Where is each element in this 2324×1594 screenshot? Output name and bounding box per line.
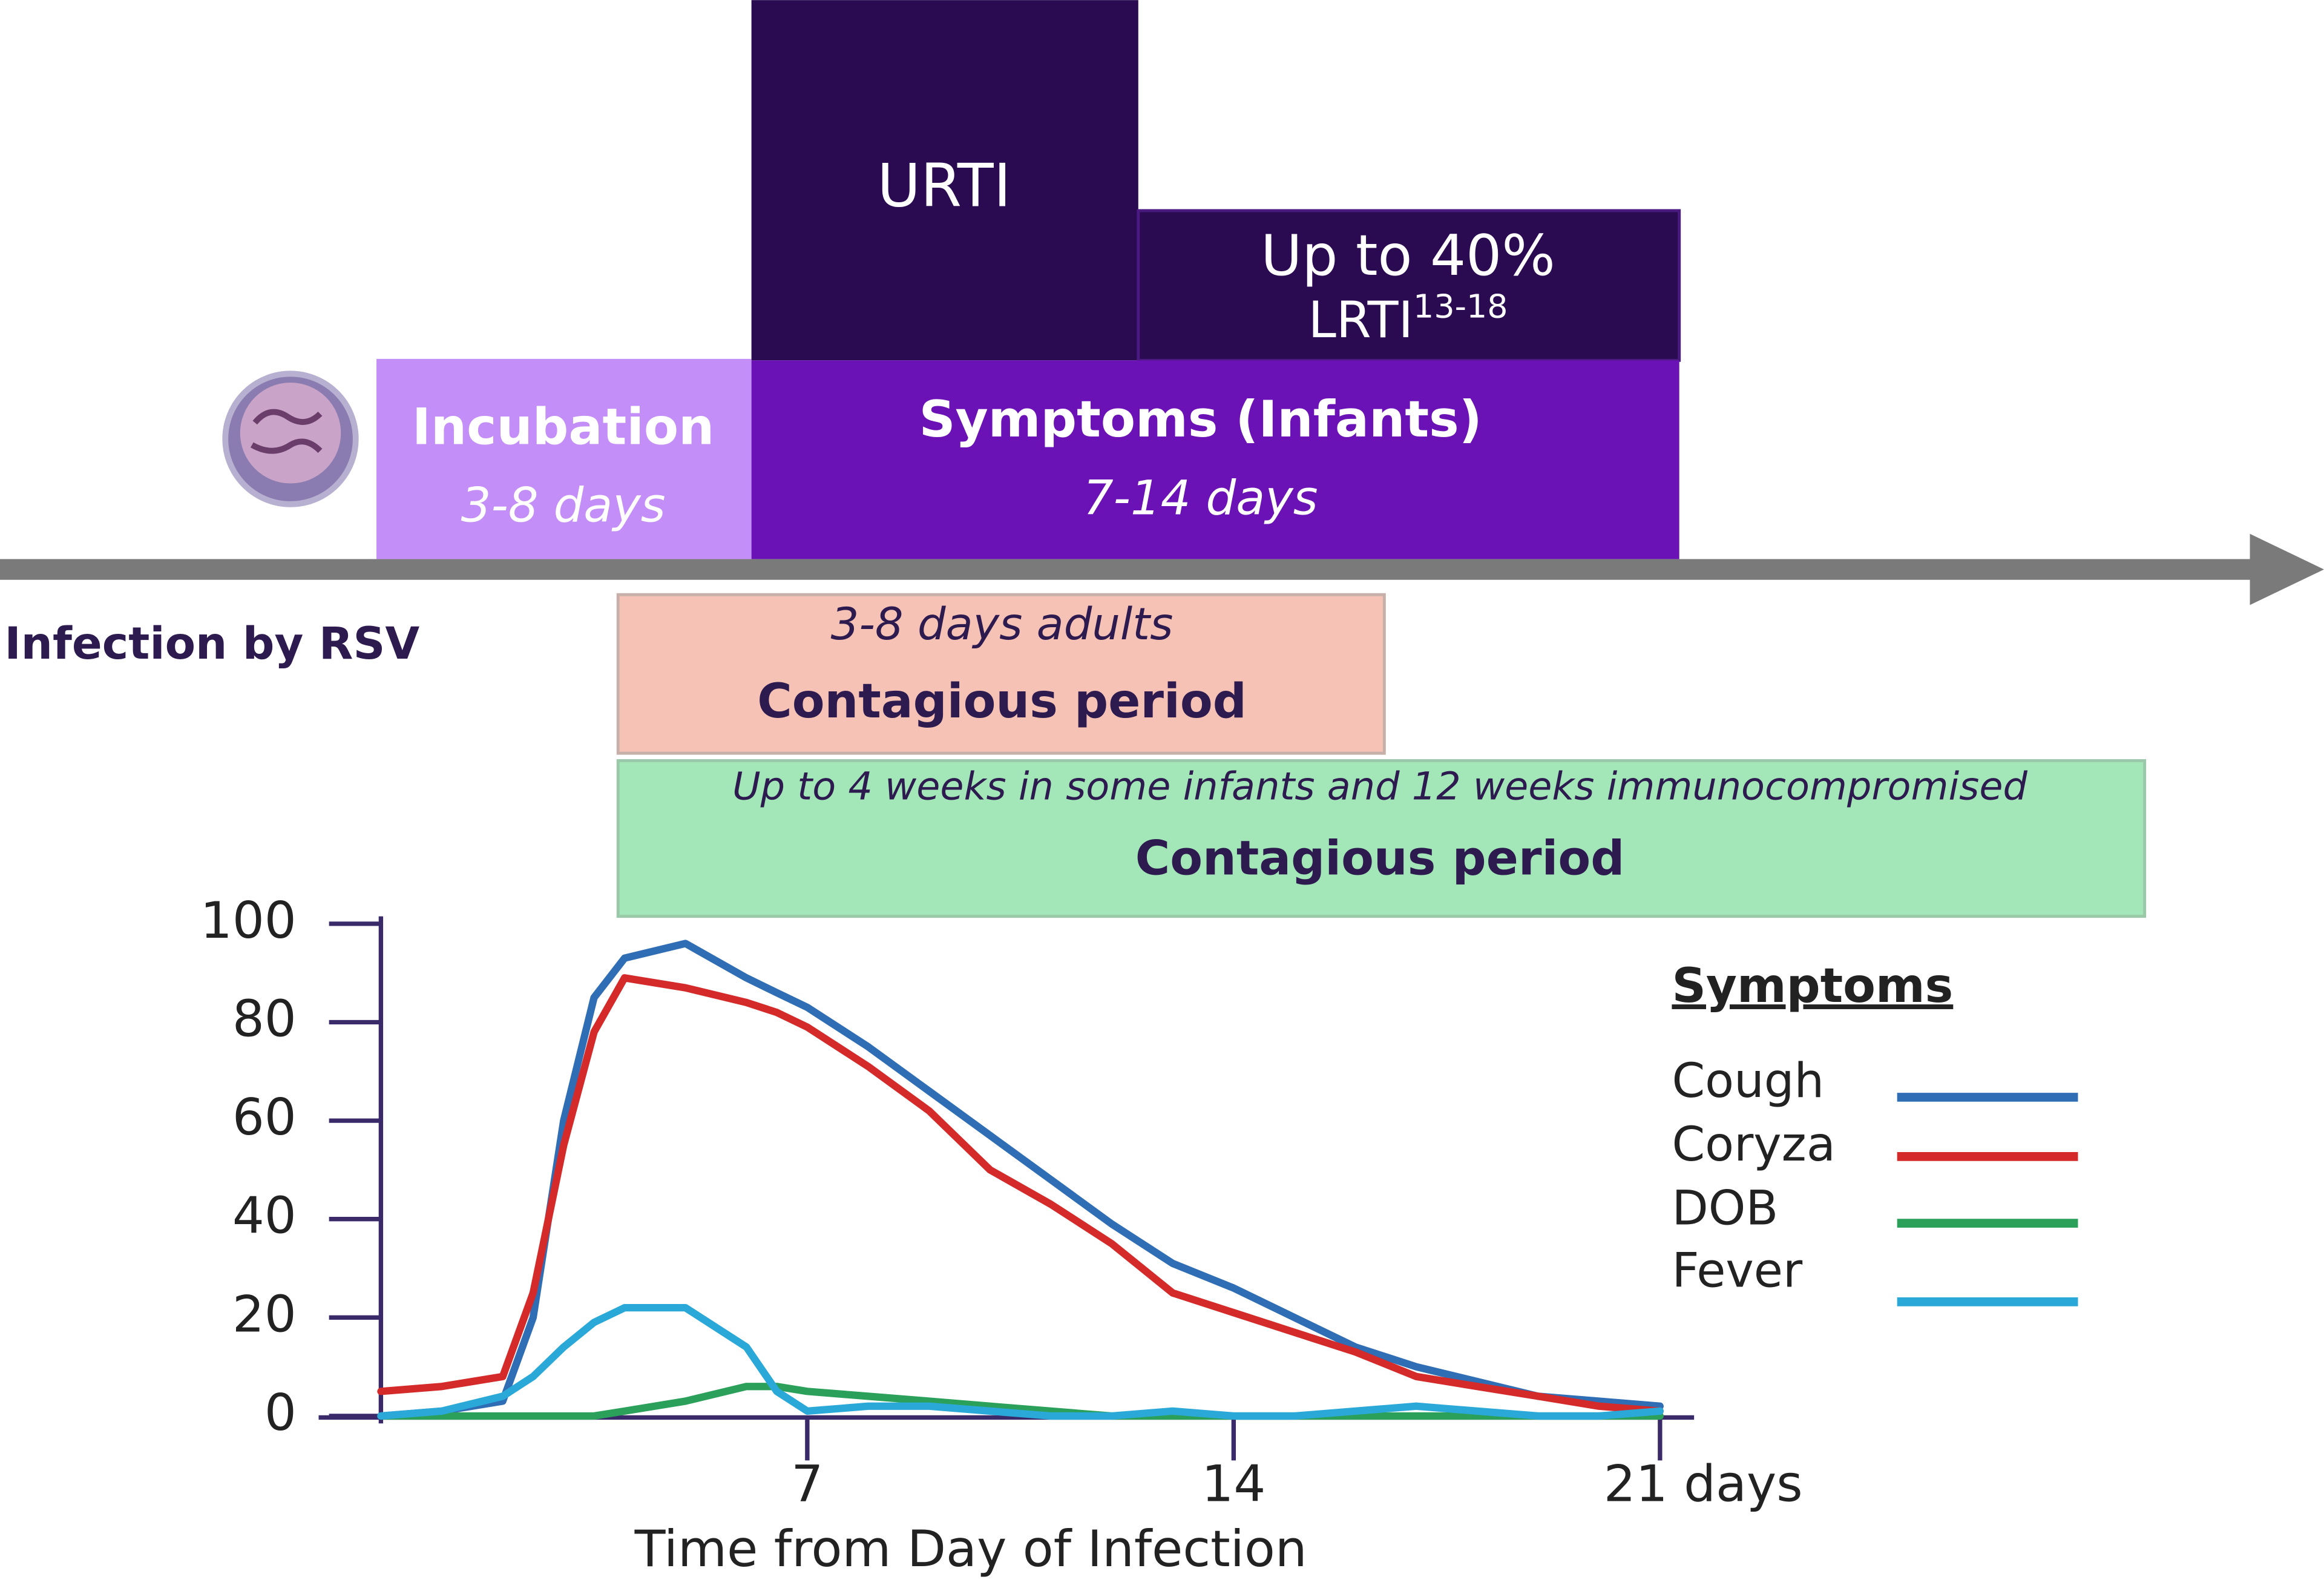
legend-label: Cough — [1672, 1053, 1824, 1108]
symptoms-duration: 7-14 days — [1083, 470, 1318, 525]
incubation-box — [376, 358, 752, 559]
series-line — [377, 940, 1664, 1420]
contagious-infants-note: Up to 4 weeks in some infants and 12 wee… — [732, 765, 2027, 809]
infection-label: Infection by RSV — [4, 618, 419, 670]
symptoms-title: Symptoms (Infants) — [919, 390, 1482, 449]
urti-box — [751, 0, 1138, 361]
symptoms-box — [751, 360, 1679, 559]
x-tick-label: 7 — [791, 1454, 823, 1513]
urti-label: URTI — [877, 152, 1011, 221]
legend-label: DOB — [1672, 1181, 1778, 1236]
incubation-duration: 3-8 days — [461, 478, 666, 533]
contagious-adults-title: Contagious period — [757, 674, 1247, 729]
contagious-infants-title: Contagious period — [1135, 831, 1625, 886]
x-axis-label: Time from Day of Infection — [634, 1520, 1307, 1578]
y-tick-label: 20 — [232, 1285, 297, 1343]
lrti-text: LRTI — [1308, 291, 1413, 349]
legend-label: Fever — [1672, 1243, 1803, 1298]
legend-label: Coryza — [1672, 1117, 1835, 1172]
x-tick-label: 14 — [1201, 1454, 1265, 1513]
legend-title: Symptoms — [1672, 958, 1953, 1013]
lrti-refs: 13-18 — [1413, 287, 1508, 325]
lrti-label: LRTI13-18 — [1308, 287, 1508, 349]
y-tick-label: 40 — [232, 1187, 297, 1245]
lrti-share: Up to 40% — [1261, 223, 1555, 288]
incubation-title: Incubation — [412, 397, 714, 456]
y-tick-label: 60 — [232, 1088, 297, 1147]
virus-icon — [222, 371, 359, 507]
contagious-adults-note: 3-8 days adults — [831, 599, 1173, 650]
series-line — [377, 1383, 1664, 1420]
series-line — [377, 974, 1664, 1415]
contagious-adults-box — [616, 593, 1386, 755]
y-tick-label: 0 — [264, 1383, 297, 1442]
y-tick-label: 80 — [232, 989, 297, 1048]
x-tick-label: 21 days — [1604, 1454, 1803, 1513]
y-tick-label: 100 — [200, 891, 297, 950]
contagious-infants-box — [616, 759, 2147, 918]
series-line — [377, 1304, 1664, 1420]
timeline-arrow-head — [2250, 533, 2324, 605]
